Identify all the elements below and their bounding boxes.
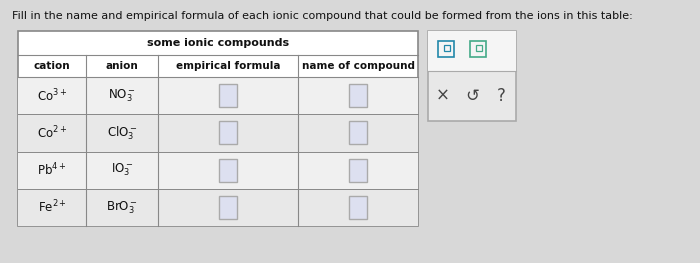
Bar <box>428 31 516 121</box>
Text: Fill in the name and empirical formula of each ionic compound that could be form: Fill in the name and empirical formula o… <box>12 11 633 21</box>
Bar <box>18 31 418 226</box>
Text: Co$^{3+}$: Co$^{3+}$ <box>37 87 67 104</box>
Text: ×: × <box>436 87 450 105</box>
Bar <box>476 45 482 51</box>
Text: Co$^{2+}$: Co$^{2+}$ <box>37 125 67 141</box>
Bar <box>349 121 367 144</box>
Text: NO$_3^-$: NO$_3^-$ <box>108 87 136 104</box>
Bar <box>444 45 450 51</box>
Text: cation: cation <box>34 61 70 71</box>
Text: Pb$^{4+}$: Pb$^{4+}$ <box>37 162 66 178</box>
Bar <box>219 159 237 182</box>
Bar <box>470 41 486 57</box>
Text: ClO$_3^-$: ClO$_3^-$ <box>107 124 137 141</box>
Bar <box>349 84 367 107</box>
Bar <box>349 159 367 182</box>
Bar <box>18 114 418 151</box>
Text: some ionic compounds: some ionic compounds <box>147 38 289 48</box>
Bar <box>219 84 237 107</box>
Text: anion: anion <box>106 61 139 71</box>
Text: BrO$_3^-$: BrO$_3^-$ <box>106 199 138 216</box>
Bar <box>18 151 418 189</box>
Text: IO$_3^-$: IO$_3^-$ <box>111 162 133 178</box>
Bar <box>438 41 454 57</box>
Bar <box>18 77 418 114</box>
Bar <box>428 31 516 71</box>
Text: Fe$^{2+}$: Fe$^{2+}$ <box>38 199 66 216</box>
Text: name of compound: name of compound <box>302 61 414 71</box>
Bar <box>349 196 367 219</box>
Text: empirical formula: empirical formula <box>176 61 280 71</box>
Bar <box>219 196 237 219</box>
Text: ↺: ↺ <box>465 87 479 105</box>
Bar <box>18 189 418 226</box>
Text: ?: ? <box>496 87 505 105</box>
Bar <box>219 121 237 144</box>
